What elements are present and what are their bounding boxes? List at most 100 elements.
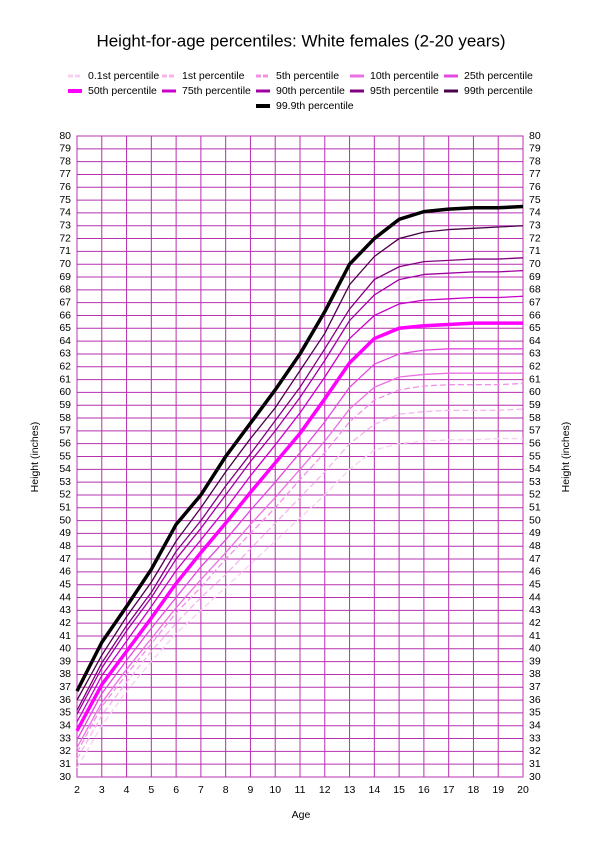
x-tick-label: 4 bbox=[124, 784, 130, 796]
y-tick-label-right: 43 bbox=[529, 604, 541, 616]
y-tick-label: 80 bbox=[59, 130, 71, 142]
y-tick-label-right: 53 bbox=[529, 476, 541, 488]
y-tick-label: 35 bbox=[59, 707, 71, 719]
y-tick-label: 36 bbox=[59, 694, 71, 706]
legend-item: 0.1st percentile bbox=[68, 70, 159, 82]
y-tick-label-right: 46 bbox=[529, 566, 541, 578]
legend-label: 25th percentile bbox=[464, 70, 533, 82]
y-tick-label-right: 48 bbox=[529, 540, 541, 552]
legend-item: 50th percentile bbox=[68, 85, 157, 97]
y-tick-label-right: 40 bbox=[529, 643, 541, 655]
y-tick-label: 57 bbox=[59, 425, 71, 437]
y-tick-label-right: 55 bbox=[529, 450, 541, 462]
y-tick-label: 61 bbox=[59, 373, 71, 385]
legend-label: 10th percentile bbox=[370, 70, 439, 82]
y-tick-label-right: 44 bbox=[529, 591, 541, 603]
legend-label: 5th percentile bbox=[276, 70, 339, 82]
legend-item: 99th percentile bbox=[444, 85, 533, 97]
legend-label: 50th percentile bbox=[88, 85, 157, 97]
y-tick-label: 51 bbox=[59, 502, 71, 514]
y-tick-label-right: 64 bbox=[529, 335, 541, 347]
percentile-line bbox=[76, 408, 524, 760]
y-tick-label-right: 72 bbox=[529, 232, 541, 244]
y-tick-label: 44 bbox=[59, 591, 71, 603]
legend-item: 75th percentile bbox=[162, 85, 251, 97]
legend-item: 10th percentile bbox=[350, 70, 439, 82]
y-tick-label: 65 bbox=[59, 322, 71, 334]
y-tick-label: 63 bbox=[59, 348, 71, 360]
y-tick-label: 32 bbox=[59, 745, 71, 757]
y-tick-label: 30 bbox=[59, 771, 71, 783]
y-tick-label-right: 34 bbox=[529, 720, 541, 732]
y-tick-label-right: 75 bbox=[529, 194, 541, 206]
legend-item: 90th percentile bbox=[256, 85, 345, 97]
y-tick-label-right: 68 bbox=[529, 284, 541, 296]
x-tick-label: 14 bbox=[368, 784, 380, 796]
y-tick-label: 60 bbox=[59, 386, 71, 398]
y-tick-label: 67 bbox=[59, 296, 71, 308]
percentile-line bbox=[76, 257, 524, 711]
y-tick-label: 53 bbox=[59, 476, 71, 488]
y-tick-label-right: 61 bbox=[529, 373, 541, 385]
y-tick-label-right: 38 bbox=[529, 668, 541, 680]
y-tick-label: 43 bbox=[59, 604, 71, 616]
y-tick-label-right: 60 bbox=[529, 386, 541, 398]
y-tick-label: 76 bbox=[59, 181, 71, 193]
y-tick-label-right: 65 bbox=[529, 322, 541, 334]
y-tick-label-right: 49 bbox=[529, 527, 541, 539]
y-axis-label-right: Height (inches) bbox=[560, 422, 572, 493]
legend-label: 90th percentile bbox=[276, 85, 345, 97]
y-tick-label-right: 58 bbox=[529, 412, 541, 424]
chart-title: Height-for-age percentiles: White female… bbox=[96, 31, 505, 50]
y-tick-label: 68 bbox=[59, 284, 71, 296]
y-tick-label-right: 30 bbox=[529, 771, 541, 783]
legend-item: 95th percentile bbox=[350, 85, 439, 97]
legend-label: 95th percentile bbox=[370, 85, 439, 97]
y-axis-label: Height (inches) bbox=[29, 422, 41, 493]
y-tick-label-right: 35 bbox=[529, 707, 541, 719]
y-tick-label: 52 bbox=[59, 489, 71, 501]
y-tick-label-right: 67 bbox=[529, 296, 541, 308]
x-tick-label: 11 bbox=[295, 784, 306, 796]
y-tick-label-right: 36 bbox=[529, 694, 541, 706]
legend-label: 75th percentile bbox=[182, 85, 251, 97]
x-tick-label: 5 bbox=[148, 784, 154, 796]
x-tick-label: 15 bbox=[393, 784, 405, 796]
y-tick-label: 66 bbox=[59, 309, 71, 321]
y-tick-label: 48 bbox=[59, 540, 71, 552]
y-tick-label-right: 70 bbox=[529, 258, 541, 270]
y-tick-label-right: 32 bbox=[529, 745, 541, 757]
y-tick-label-right: 71 bbox=[529, 245, 541, 257]
y-tick-label: 33 bbox=[59, 732, 71, 744]
y-tick-label-right: 51 bbox=[529, 502, 541, 514]
y-tick-label-right: 45 bbox=[529, 578, 541, 590]
legend-item: 1st percentile bbox=[162, 70, 245, 82]
percentile-line bbox=[76, 348, 523, 741]
percentile-line bbox=[76, 437, 523, 769]
y-tick-label-right: 62 bbox=[529, 361, 541, 373]
y-tick-label: 38 bbox=[59, 668, 71, 680]
x-tick-label: 7 bbox=[198, 784, 204, 796]
x-tick-label: 6 bbox=[173, 784, 179, 796]
y-tick-label-right: 79 bbox=[529, 143, 541, 155]
x-tick-label: 12 bbox=[319, 784, 331, 796]
percentile-line bbox=[76, 382, 524, 753]
y-tick-label: 31 bbox=[59, 758, 71, 770]
y-tick-label: 56 bbox=[59, 437, 71, 449]
y-tick-label-right: 33 bbox=[529, 732, 541, 744]
y-tick-label: 58 bbox=[59, 412, 71, 424]
x-tick-label: 9 bbox=[248, 784, 254, 796]
y-tick-label: 54 bbox=[59, 463, 71, 475]
y-tick-label-right: 73 bbox=[529, 220, 541, 232]
y-tick-label-right: 39 bbox=[529, 655, 541, 667]
y-tick-label-right: 80 bbox=[529, 130, 541, 142]
y-tick-label: 79 bbox=[59, 143, 71, 155]
legend-label: 99th percentile bbox=[464, 85, 533, 97]
y-tick-label: 46 bbox=[59, 566, 71, 578]
percentile-line bbox=[75, 204, 524, 692]
x-tick-label: 2 bbox=[74, 784, 80, 796]
x-tick-label: 16 bbox=[418, 784, 430, 796]
legend-item: 25th percentile bbox=[444, 70, 533, 82]
